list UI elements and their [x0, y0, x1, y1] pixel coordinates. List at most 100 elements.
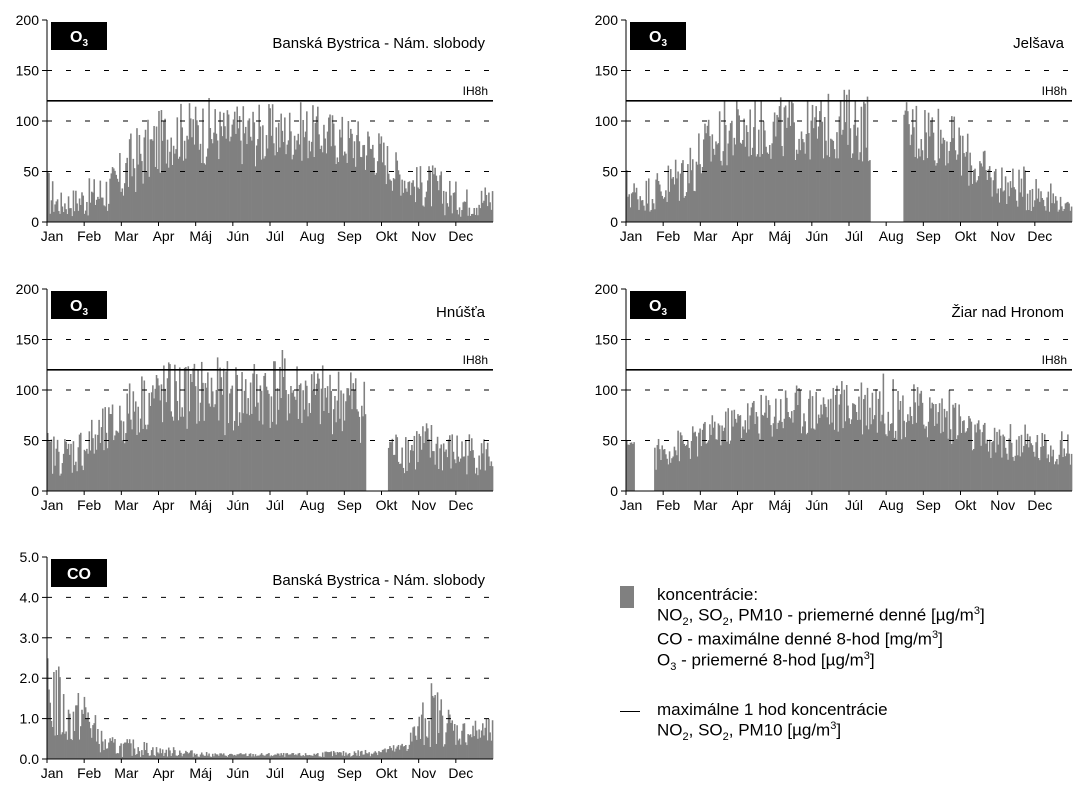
daily-bar	[793, 410, 795, 491]
daily-bar	[951, 443, 953, 491]
daily-bar	[82, 470, 85, 491]
daily-bar	[75, 705, 77, 759]
x-tick-label: Nov	[411, 497, 436, 513]
daily-bar	[279, 147, 281, 222]
daily-bar	[389, 179, 391, 222]
daily-bar	[864, 394, 866, 491]
daily-bar	[93, 723, 95, 759]
daily-bar	[794, 160, 797, 222]
daily-bar	[71, 472, 74, 491]
daily-bar	[242, 754, 245, 759]
daily-bar	[352, 383, 355, 491]
daily-bar	[1014, 455, 1017, 491]
daily-bar	[208, 97, 210, 222]
daily-bar	[680, 163, 683, 222]
daily-bar	[480, 443, 483, 491]
daily-bar	[328, 117, 330, 222]
daily-bar	[286, 753, 289, 759]
daily-bar	[176, 756, 179, 759]
daily-bar	[987, 451, 990, 491]
daily-bar	[722, 151, 725, 222]
daily-bar	[668, 451, 671, 491]
daily-bar	[627, 444, 629, 491]
daily-bar	[933, 425, 936, 491]
daily-bar	[782, 428, 784, 491]
daily-bar	[819, 417, 821, 491]
daily-bar	[414, 202, 417, 222]
daily-bar	[105, 748, 108, 759]
daily-bar	[630, 193, 633, 222]
daily-bar	[65, 731, 67, 759]
daily-bar	[304, 753, 307, 759]
daily-bar	[685, 192, 688, 222]
daily-bar	[139, 153, 142, 222]
daily-bar	[277, 753, 280, 759]
daily-bar	[237, 128, 240, 222]
daily-bar	[471, 438, 473, 491]
daily-bar	[905, 422, 908, 491]
daily-bar	[145, 742, 148, 759]
daily-bar	[436, 181, 439, 222]
daily-bar	[1035, 179, 1037, 222]
daily-bar	[65, 441, 67, 491]
daily-bar	[402, 467, 405, 491]
daily-bar	[677, 430, 679, 491]
daily-bar	[997, 444, 1000, 491]
daily-bar	[947, 438, 949, 491]
daily-bar	[640, 200, 643, 222]
daily-bar	[911, 424, 914, 491]
daily-bar	[281, 350, 284, 491]
daily-bar	[816, 138, 819, 222]
daily-bar	[732, 155, 734, 222]
daily-bar	[795, 385, 798, 491]
daily-bar	[775, 136, 777, 222]
y-tick-label: 50	[23, 433, 39, 449]
daily-bar	[749, 109, 751, 222]
daily-bar	[246, 144, 248, 222]
daily-bar	[434, 464, 436, 491]
daily-bar	[954, 150, 957, 222]
daily-bar	[822, 158, 825, 222]
daily-bar	[83, 696, 86, 759]
daily-bar	[192, 756, 194, 759]
daily-bar	[266, 753, 269, 759]
x-tick-label: Jún	[227, 765, 250, 781]
daily-bar	[406, 191, 408, 222]
daily-bar	[799, 150, 802, 222]
daily-bar	[1054, 461, 1057, 491]
daily-bar	[478, 729, 480, 759]
daily-bar	[771, 143, 773, 222]
daily-bar	[232, 119, 235, 222]
daily-bar	[676, 455, 678, 491]
daily-bar	[358, 141, 361, 222]
daily-bar	[142, 428, 144, 491]
daily-bar	[1020, 434, 1023, 491]
daily-bar	[174, 153, 176, 222]
x-tick-label: Feb	[656, 228, 680, 244]
daily-bar	[751, 402, 754, 491]
daily-bar	[224, 126, 226, 222]
daily-bar	[307, 755, 309, 759]
daily-bar	[386, 749, 389, 759]
daily-bar	[243, 754, 246, 759]
daily-bar	[148, 755, 150, 759]
daily-bar	[260, 390, 263, 491]
daily-bar	[699, 428, 701, 491]
daily-bar	[155, 126, 158, 222]
daily-bar	[167, 167, 170, 222]
daily-bar	[1040, 191, 1042, 222]
daily-bar	[372, 144, 374, 222]
daily-bar	[996, 431, 998, 491]
daily-bar	[424, 718, 427, 759]
x-tick-label: Feb	[77, 765, 101, 781]
daily-bar	[50, 439, 53, 491]
daily-bar	[370, 149, 373, 222]
daily-bar	[853, 124, 855, 222]
daily-bar	[724, 411, 727, 491]
daily-bar	[985, 170, 987, 222]
daily-bar	[385, 184, 388, 222]
daily-bar	[463, 723, 466, 759]
daily-bar	[99, 180, 102, 222]
daily-bar	[292, 390, 295, 491]
daily-bar	[97, 728, 99, 759]
